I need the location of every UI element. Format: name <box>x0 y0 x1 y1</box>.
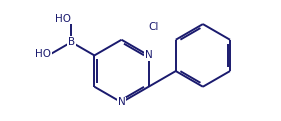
Text: B: B <box>68 37 75 47</box>
Text: HO: HO <box>55 14 71 24</box>
Text: Cl: Cl <box>149 22 159 32</box>
Text: HO: HO <box>35 49 51 59</box>
Text: N: N <box>118 97 125 107</box>
Text: N: N <box>145 50 153 60</box>
